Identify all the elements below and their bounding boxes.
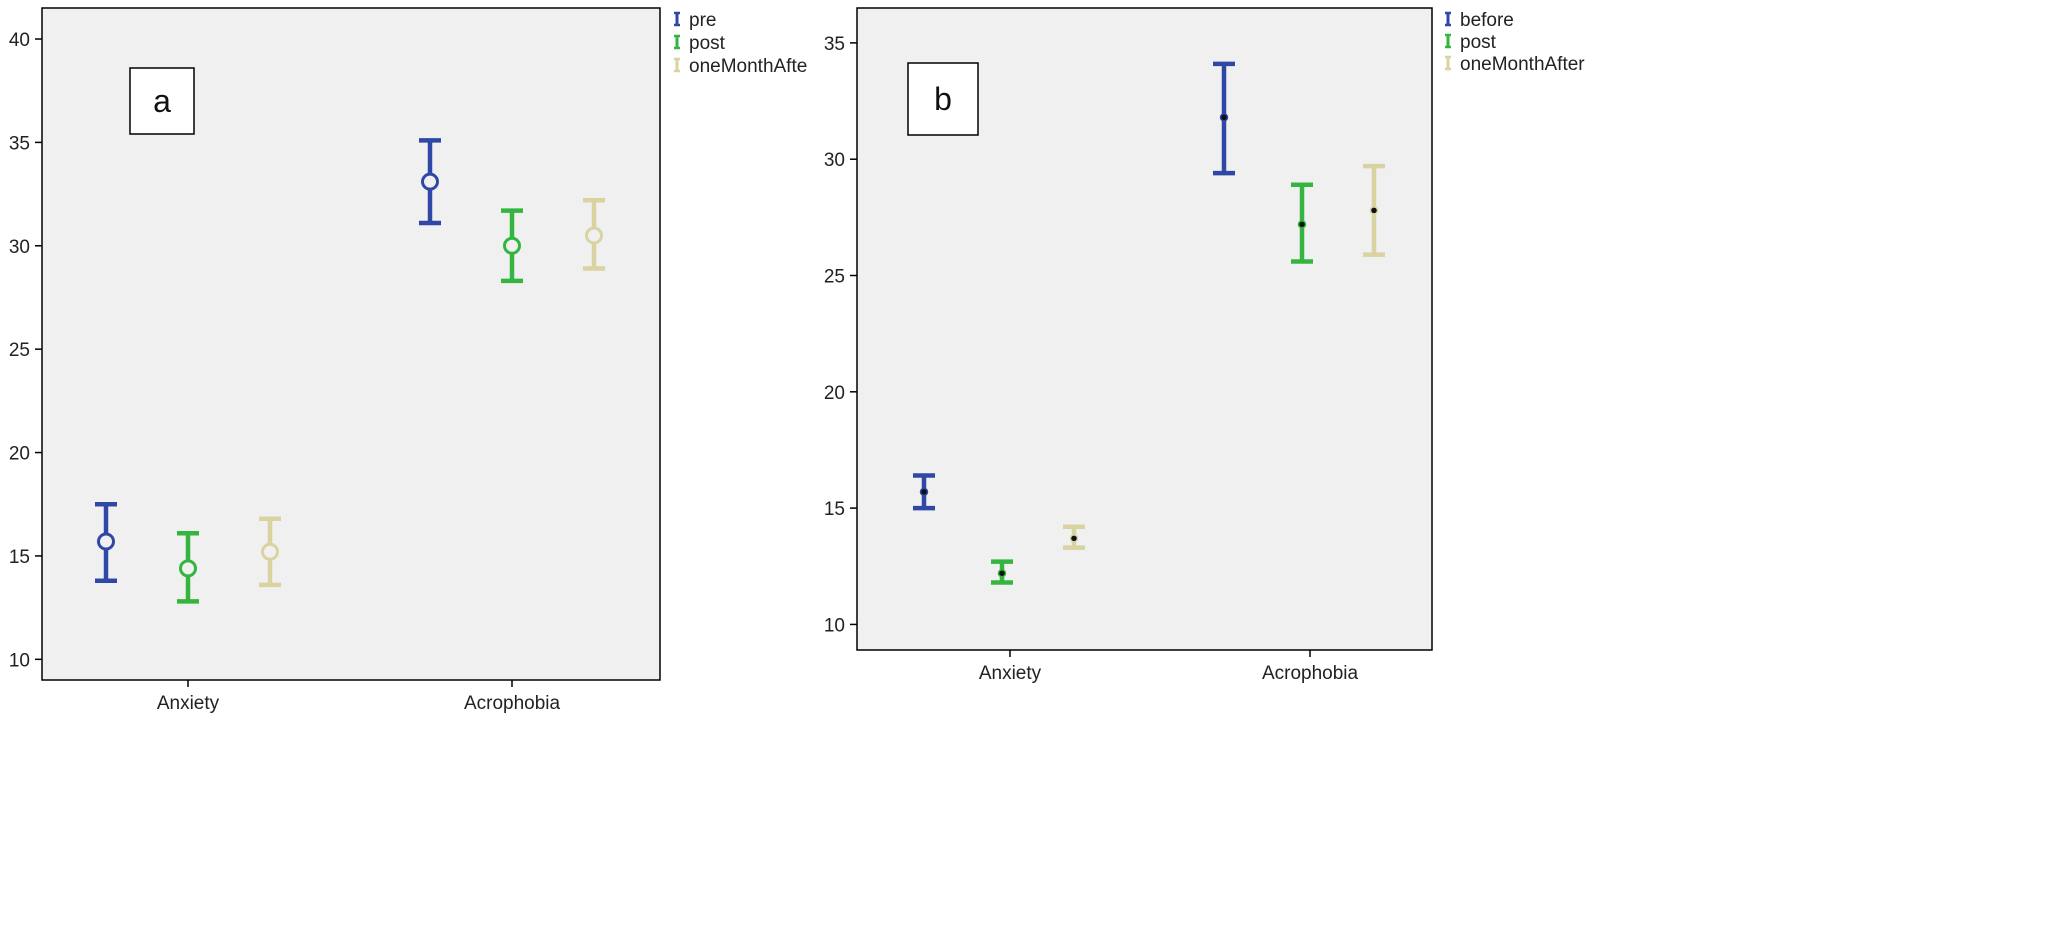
error-bar-before-acrophobia (1213, 61, 1235, 176)
panel-label-box (129, 67, 195, 135)
legend-label: post (1460, 32, 1497, 53)
mean-marker (919, 487, 929, 497)
error-bar-before-anxiety (913, 473, 935, 511)
mean-marker (503, 236, 521, 255)
panel-label: a (129, 67, 195, 135)
error-bar-pre-anxiety (95, 501, 117, 584)
mean-marker (97, 532, 115, 551)
x-tick-label: Acrophobia (464, 693, 561, 714)
legend-item-before: before (1445, 10, 1514, 31)
y-tick-label: 25 (9, 340, 30, 361)
chart-panel-a: 10 15 20 25 30 35 40 Anxiety Acrophobia (9, 7, 661, 714)
y-tick-label: 10 (9, 650, 30, 671)
y-tick-label: 25 (824, 267, 845, 288)
y-tick-label: 30 (9, 237, 30, 258)
mean-marker (1069, 534, 1079, 543)
y-tick-label: 20 (9, 444, 30, 465)
mean-marker (1369, 206, 1379, 215)
error-bar-post-acrophobia (501, 208, 523, 284)
y-tick-label: 40 (9, 30, 30, 51)
legend-item-oneMonthAfter: oneMonthAfter (1445, 54, 1585, 75)
error-bar-oneMonthAfter-acrophobia (1363, 163, 1385, 257)
error-bar-oneMonthAfte-acrophobia (583, 198, 605, 271)
mean-marker (1219, 113, 1229, 122)
error-bar-pre-acrophobia (419, 138, 441, 226)
y-tick-label: 30 (824, 150, 845, 171)
y-tick-label: 35 (824, 34, 845, 55)
chart-panel-b: 10 15 20 25 30 35 Anxiety Acrophobia (824, 7, 1433, 684)
y-tick-label: 35 (9, 133, 30, 154)
legend-label: before (1460, 10, 1514, 31)
mean-marker (585, 226, 603, 245)
error-bar-oneMonthAfter-anxiety (1063, 524, 1085, 550)
y-tick-label: 20 (824, 383, 845, 404)
y-tick-label: 15 (824, 499, 845, 520)
error-bar-oneMonthAfte-anxiety (259, 516, 281, 588)
mean-marker (261, 542, 279, 561)
x-tick-label: Anxiety (979, 663, 1042, 684)
panel-label: b (907, 62, 979, 136)
legend-item-pre: pre (674, 10, 716, 31)
mean-marker (997, 568, 1007, 578)
y-tick-label: 10 (824, 615, 845, 636)
legend-item-oneMonthAfte: oneMonthAfte (674, 56, 807, 77)
x-tick-label: Anxiety (157, 693, 220, 714)
y-tick-label: 15 (9, 547, 30, 568)
error-bar-post-anxiety (177, 530, 199, 604)
panel-label-text: a (153, 83, 171, 119)
x-tick-label: Acrophobia (1262, 663, 1359, 684)
legend-label: post (689, 33, 726, 54)
error-bar-post-acrophobia (1291, 182, 1313, 264)
panel-label-text: b (934, 81, 952, 117)
legend-item-post: post (674, 33, 726, 54)
legend-item-post: post (1445, 32, 1497, 53)
mean-marker (1297, 220, 1307, 229)
legend-label: pre (689, 10, 716, 31)
mean-marker (421, 172, 439, 191)
panel-label-box (907, 62, 979, 136)
legend-label: oneMonthAfte (689, 56, 807, 77)
mean-marker (179, 559, 197, 578)
legend-label: oneMonthAfter (1460, 54, 1585, 75)
error-bar-post-anxiety (991, 559, 1013, 585)
